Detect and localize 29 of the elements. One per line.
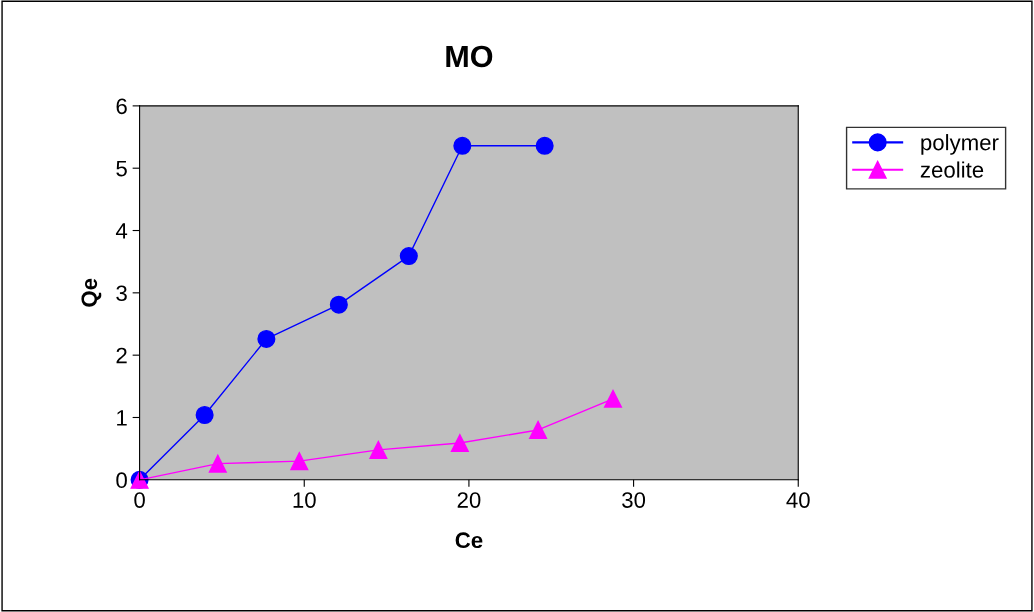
y-tick-label: 1 [117, 410, 127, 426]
point [369, 440, 388, 459]
point [208, 454, 227, 473]
point [450, 434, 469, 453]
x-tick-label: 30 [622, 492, 646, 508]
x-tick-label: 0 [134, 492, 145, 508]
point [529, 420, 548, 439]
legend-label: zeolite [920, 161, 984, 178]
point [399, 247, 418, 266]
y-tick-label: 6 [116, 98, 127, 115]
point [535, 136, 554, 155]
chart-title: MO [446, 45, 493, 68]
point [195, 405, 214, 425]
y-tick-label: 5 [116, 160, 127, 177]
point [453, 136, 472, 155]
y-tick-label: 2 [116, 347, 127, 364]
y-axis-title: Qe [81, 278, 102, 307]
legend-label: polymer [921, 134, 999, 155]
point [603, 389, 623, 408]
y-tick-label: 0 [116, 472, 127, 489]
point [257, 329, 276, 348]
y-tick-label: 4 [115, 223, 128, 239]
point [290, 452, 309, 471]
x-tick-label: 40 [786, 492, 810, 508]
x-tick-label: 10 [293, 492, 316, 508]
point [329, 295, 348, 314]
y-tick-label: 3 [116, 285, 127, 302]
x-axis-title: Ce [455, 532, 483, 549]
x-tick-label: 20 [457, 492, 481, 508]
